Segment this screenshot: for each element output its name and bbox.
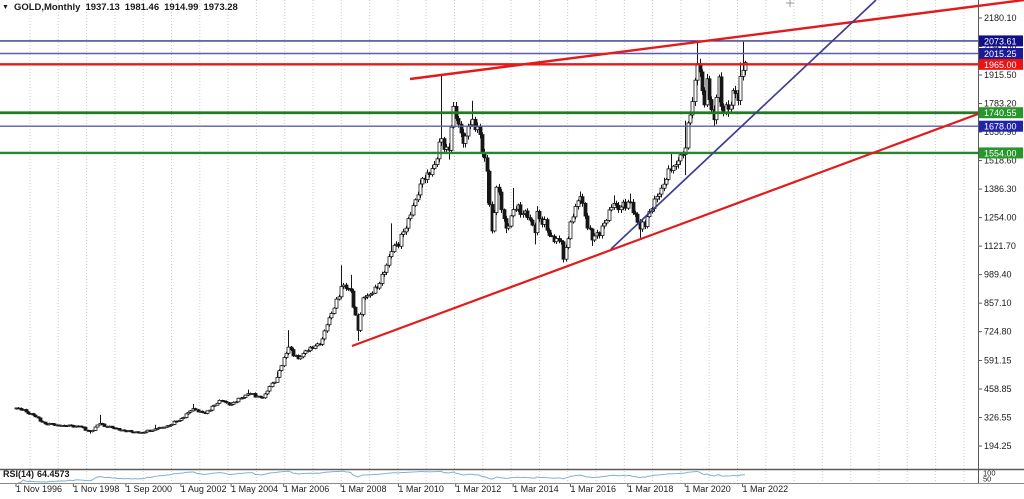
horizontal-level-lines[interactable] [0, 40, 978, 155]
rsi-line [18, 470, 746, 483]
upper-resistance-trendline [409, 0, 1024, 81]
price-tick-label: 989.40 [984, 270, 1012, 280]
grid-lines [29, 0, 965, 483]
time-tick-label: 1 Aug 2002 [181, 484, 227, 494]
bar-low-value: 1914.99 [164, 2, 199, 13]
time-tick-label: 1 Mar 2016 [570, 484, 616, 494]
price-tick-label: 1915.50 [984, 70, 1017, 80]
rsi-indicator-value: 64.4573 [37, 469, 70, 479]
price-tick-label: 2180.10 [984, 13, 1017, 23]
symbol-timeframe-label: GOLD,Monthly [13, 2, 81, 13]
rsi-indicator-label[interactable]: RSI(14) 64.4573 [3, 469, 73, 479]
time-tick-label: 1 Nov 1998 [73, 484, 119, 494]
level-label-box-2073.61 [979, 35, 1023, 47]
time-tick-label: 1 Mar 2012 [456, 484, 502, 494]
level-label-box-1740.55 [979, 107, 1023, 119]
level-label-text: 2015.25 [984, 49, 1017, 59]
chart-title[interactable]: ▼ GOLD,Monthly 1937.13 1981.46 1914.99 1… [2, 2, 239, 13]
time-tick-label: 1 Mar 2006 [284, 484, 330, 494]
level-label-box-1554.00 [979, 147, 1023, 159]
price-tick-label: 1518.60 [984, 156, 1017, 166]
price-tick-label: 857.10 [984, 298, 1012, 308]
price-tick-label: 591.15 [984, 355, 1012, 365]
price-tick-label: 1254.00 [984, 213, 1017, 223]
time-axis-labels[interactable]: 1 Nov 1996 1 Nov 1998 1 Sep 2000 1 Aug 2002… [15, 484, 789, 494]
time-tick-label: 1 Sep 2000 [126, 484, 172, 494]
long-term-support-trendline [351, 112, 979, 348]
time-tick-label: 1 Mar 2018 [628, 484, 674, 494]
level-label-text: 1554.00 [984, 148, 1017, 158]
price-axis-background [978, 0, 1024, 468]
bar-open-value: 1937.13 [85, 2, 120, 13]
time-tick-label: 1 Mar 2010 [398, 484, 444, 494]
chart-menu-triangle-icon[interactable]: ▼ [2, 4, 9, 11]
time-tick-label: 1 Mar 2022 [743, 484, 789, 494]
level-label-text: 1740.55 [984, 108, 1017, 118]
time-tick-label: 1 Nov 1996 [16, 484, 62, 494]
price-tick-label: 724.80 [984, 327, 1012, 337]
time-tick-label: 1 Mar 2020 [685, 484, 731, 494]
bar-high-value: 1981.46 [124, 2, 160, 13]
price-tick-label: 1386.30 [984, 184, 1017, 194]
price-tick-label: 1121.70 [984, 241, 1016, 251]
steep-support-trendline [610, 0, 877, 250]
time-tick-label: 1 Mar 2008 [341, 484, 387, 494]
price-tick-label: 326.55 [984, 413, 1012, 423]
level-label-box-1965.00 [979, 58, 1023, 70]
price-tick-label: 1650.90 [984, 127, 1017, 137]
rsi-indicator-name: RSI(14) [3, 469, 35, 479]
trendlines[interactable] [351, 0, 1024, 348]
level-label-text: 1965.00 [984, 60, 1017, 70]
time-tick-label: 1 May 2004 [231, 484, 278, 494]
time-tick-label: 1 Mar 2014 [513, 484, 559, 494]
price-tick-label: 1783.20 [984, 99, 1017, 109]
candlestick-series[interactable] [14, 40, 748, 434]
price-tick-label: 194.25 [984, 441, 1012, 451]
rsi-scale-label: 50 [983, 475, 991, 484]
price-axis-labels[interactable]: 2180.10 2047.80 1915.50 1783.20 1650.90 1518.… [978, 13, 1017, 451]
price-tick-label: 458.85 [984, 384, 1012, 394]
price-tick-label: 2047.80 [984, 41, 1017, 51]
level-label-box-1678.00 [979, 120, 1023, 132]
bar-close-value: 1973.28 [203, 2, 238, 13]
level-label-text: 2073.61 [984, 36, 1017, 46]
level-label-text: 1678.00 [984, 122, 1017, 132]
rsi-scale-label: 100 [983, 469, 996, 478]
cursor-crosshair-icon [786, 0, 794, 7]
level-label-box-2015.25 [979, 47, 1023, 59]
